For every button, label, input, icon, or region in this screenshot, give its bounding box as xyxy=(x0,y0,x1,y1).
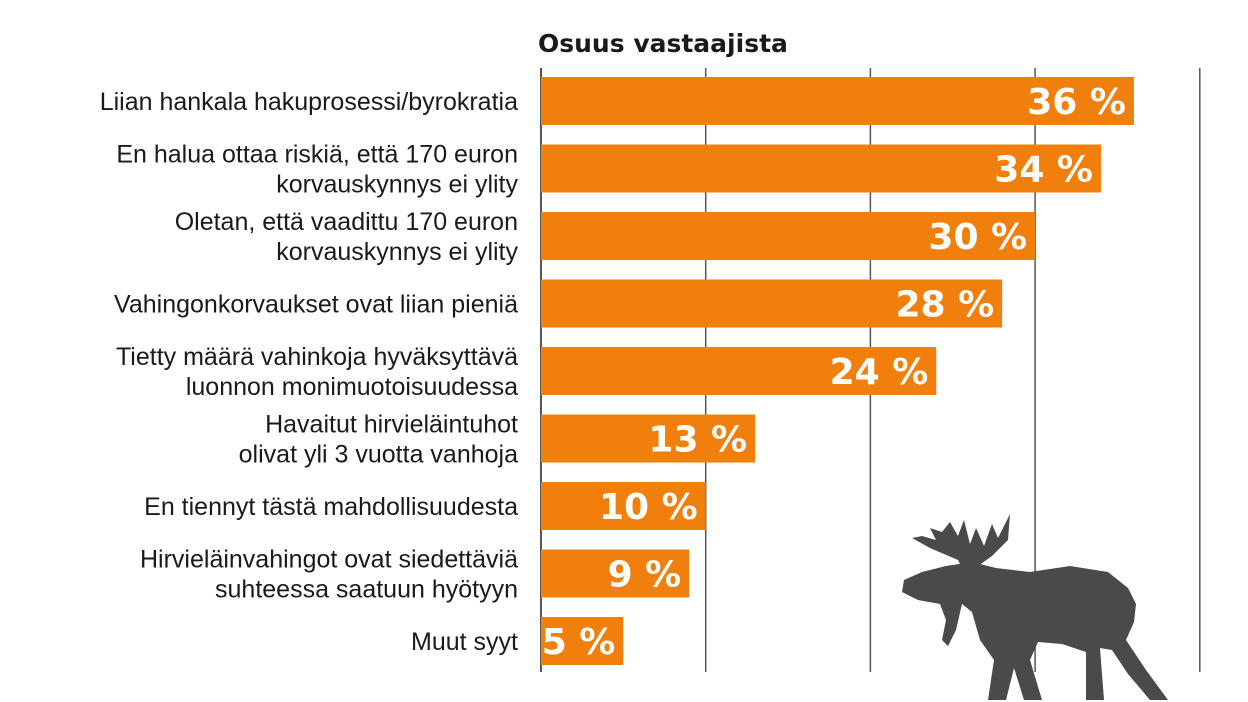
bar-value-label: 13 % xyxy=(648,420,747,461)
category-label: En halua ottaa riskiä, että 170 euron kor… xyxy=(116,141,518,199)
bar-value-label: 10 % xyxy=(599,487,698,528)
category-labels: Liian hankala hakuprosessi/byrokratia En … xyxy=(100,88,519,656)
category-label: Vahingonkorvaukset ovat liian pieniä xyxy=(114,291,518,319)
bar xyxy=(541,144,1101,193)
bar-value-label: 24 % xyxy=(830,352,929,393)
bars xyxy=(541,77,1134,665)
bar xyxy=(541,414,756,463)
bar xyxy=(541,77,1134,125)
category-label: Oletan, että vaadittu 170 euron korvausky… xyxy=(175,208,519,266)
bar-value-label: 34 % xyxy=(994,150,1093,191)
chart-title: Osuus vastaajista xyxy=(538,29,788,58)
bar xyxy=(541,347,937,395)
bar xyxy=(541,549,690,598)
bar-value-label: 28 % xyxy=(895,285,994,326)
value-labels: 36 % 34 % 30 % 28 % 24 % 13 % 10 % 9 % 5 % xyxy=(542,82,1126,663)
category-label: Tietty määrä vahinkoja hyväksyttävä luonn… xyxy=(116,343,518,401)
category-label: Hirvieläinvahingot ovat siedettäviä suhte… xyxy=(140,546,518,604)
category-label: Havaitut hirvieläintuhot olivat yli 3 vuo… xyxy=(239,411,518,469)
bar-value-label: 5 % xyxy=(542,622,616,663)
bar xyxy=(541,482,706,530)
category-label: Liian hankala hakuprosessi/byrokratia xyxy=(100,88,518,116)
bar-value-label: 36 % xyxy=(1027,82,1126,123)
bar-value-label: 9 % xyxy=(608,555,682,596)
bar-value-label: 30 % xyxy=(928,217,1027,258)
bar xyxy=(541,617,624,665)
moose-icon xyxy=(902,514,1168,700)
category-label: En tiennyt tästä mahdollisuudesta xyxy=(144,493,518,521)
category-label: Muut syyt xyxy=(411,628,518,656)
bar xyxy=(541,279,1003,328)
bar xyxy=(541,212,1036,260)
